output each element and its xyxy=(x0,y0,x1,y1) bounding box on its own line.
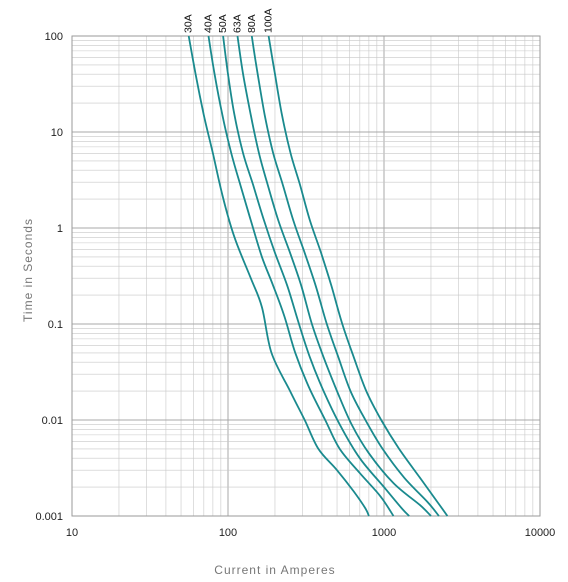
plot-frame xyxy=(71,35,541,517)
y-tick-label: 1 xyxy=(57,223,63,235)
series-line-40A xyxy=(207,35,395,517)
series-line-50A xyxy=(222,35,410,517)
series-label-30A: 30A xyxy=(183,14,195,33)
x-tick-labels: 10 100 1000 10000 xyxy=(66,527,555,539)
x-tick-label: 100 xyxy=(219,527,237,539)
series-labels: 30A 40A 50A 63A 80A 100A xyxy=(183,8,275,33)
series-line-100A xyxy=(267,35,449,517)
series-line-30A xyxy=(187,35,370,517)
series-label-50A: 50A xyxy=(217,14,229,33)
x-axis-title: Current in Amperes xyxy=(214,563,335,577)
series-label-100A: 100A xyxy=(263,8,275,33)
series-label-40A: 40A xyxy=(203,14,215,33)
y-axis-title: Time in Seconds xyxy=(21,218,35,322)
y-tick-labels: 0.001 0.01 0.1 1 10 100 xyxy=(35,31,63,523)
y-tick-label: 0.01 xyxy=(42,415,63,427)
x-tick-label: 10 xyxy=(66,527,78,539)
x-tick-label: 10000 xyxy=(525,527,556,539)
series-line-80A xyxy=(250,35,440,517)
y-tick-label: 10 xyxy=(51,127,63,139)
series-label-80A: 80A xyxy=(246,14,258,33)
y-tick-label: 100 xyxy=(45,31,63,43)
y-tick-label: 0.001 xyxy=(35,511,63,523)
series-line-63A xyxy=(236,35,432,517)
curves xyxy=(187,35,449,517)
x-tick-label: 1000 xyxy=(372,527,396,539)
y-tick-label: 0.1 xyxy=(48,319,63,331)
series-label-63A: 63A xyxy=(232,14,244,33)
